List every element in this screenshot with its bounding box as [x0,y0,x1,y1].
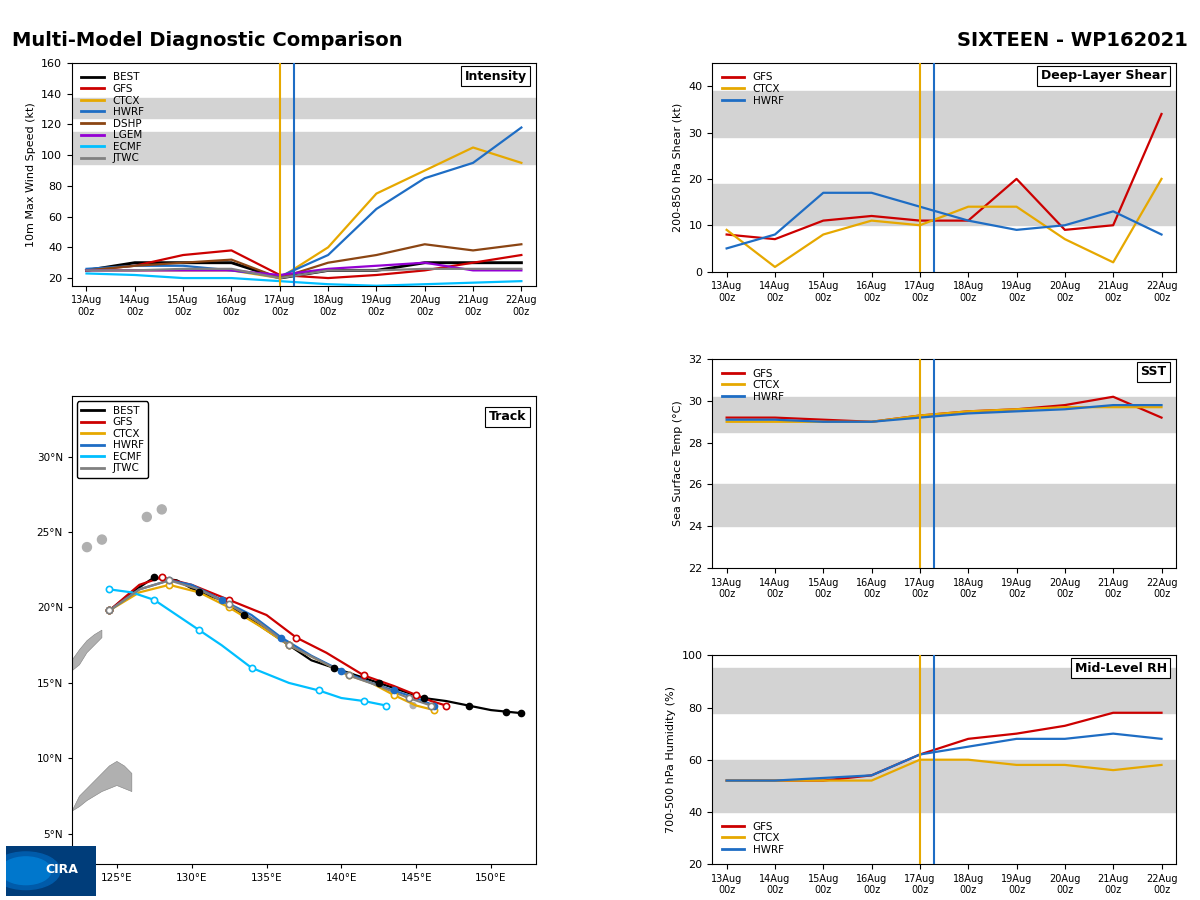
Polygon shape [19,725,65,759]
Circle shape [0,857,50,885]
Circle shape [410,703,416,708]
Legend: BEST, GFS, CTCX, HWRF, ECMF, JTWC: BEST, GFS, CTCX, HWRF, ECMF, JTWC [77,401,148,478]
Text: Multi-Model Diagnostic Comparison: Multi-Model Diagnostic Comparison [12,32,403,50]
Y-axis label: 10m Max Wind Speed (kt): 10m Max Wind Speed (kt) [25,102,36,247]
Bar [72,132,536,165]
Legend: GFS, CTCX, HWRF: GFS, CTCX, HWRF [718,817,788,859]
Legend: GFS, CTCX, HWRF: GFS, CTCX, HWRF [718,68,788,110]
Text: Track: Track [490,410,527,423]
Y-axis label: 200-850 hPa Shear (kt): 200-850 hPa Shear (kt) [673,103,683,232]
Text: SST: SST [1140,365,1166,379]
Text: Mid-Level RH: Mid-Level RH [1074,662,1166,675]
Polygon shape [42,630,102,698]
Text: SIXTEEN - WP162021: SIXTEEN - WP162021 [958,32,1188,50]
Bar [72,98,536,118]
Y-axis label: Sea Surface Temp (°C): Sea Surface Temp (°C) [673,400,683,526]
Y-axis label: 700-500 hPa Humidity (%): 700-500 hPa Humidity (%) [666,686,676,833]
Circle shape [83,543,91,552]
Text: Intensity: Intensity [464,69,527,83]
Bar [712,760,1176,812]
Text: Deep-Layer Shear: Deep-Layer Shear [1042,69,1166,82]
Bar [712,91,1176,137]
Text: CIRA: CIRA [46,863,78,877]
Bar [712,484,1176,526]
Circle shape [97,536,107,544]
Legend: GFS, CTCX, HWRF: GFS, CTCX, HWRF [718,364,788,406]
Bar [712,397,1176,432]
Bar [712,184,1176,225]
Legend: BEST, GFS, CTCX, HWRF, DSHP, LGEM, ECMF, JTWC: BEST, GFS, CTCX, HWRF, DSHP, LGEM, ECMF,… [77,68,148,167]
Bar [712,669,1176,713]
Polygon shape [42,525,72,577]
Circle shape [157,505,167,514]
Circle shape [0,852,60,889]
Circle shape [143,512,151,521]
Polygon shape [72,761,132,811]
